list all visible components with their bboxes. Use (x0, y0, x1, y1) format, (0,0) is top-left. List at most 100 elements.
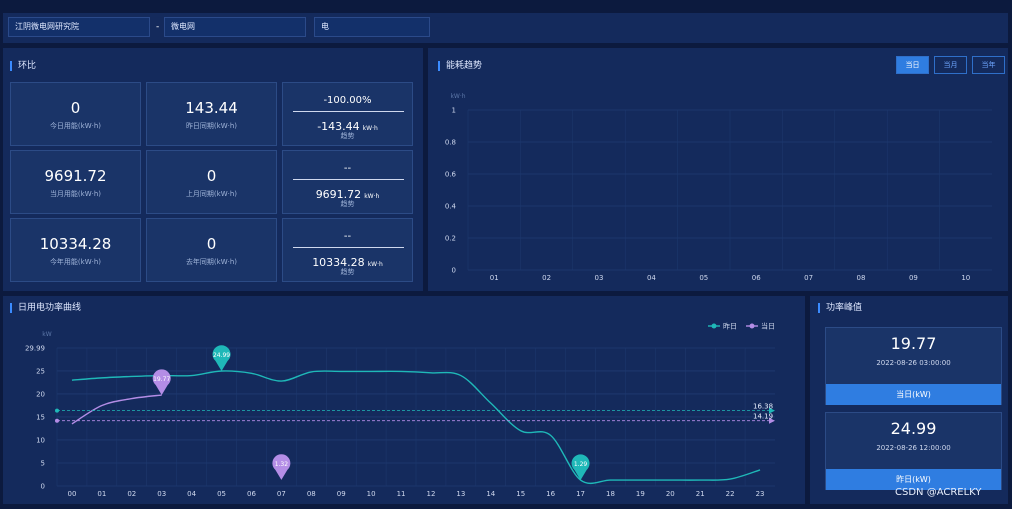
marker-label: 1.29 (574, 461, 588, 468)
x-tick-label: 10 (367, 490, 376, 498)
watermark: CSDN @ACRELKY (895, 487, 982, 498)
divider (293, 179, 404, 180)
peak-card: 19.77 2022-08-26 03:00:00 当日(kW) (825, 327, 1002, 405)
x-tick-label: 22 (726, 490, 735, 498)
stat-value: 143.44 (185, 99, 238, 117)
x-tick-label: 07 (277, 490, 286, 498)
x-tick-label: 19 (636, 490, 645, 498)
y-axis-label: kW (42, 331, 51, 338)
x-tick-label: 00 (67, 490, 76, 498)
stat-value: 10334.28 (39, 235, 112, 253)
x-tick-label: 16 (546, 490, 555, 498)
x-tick-label: 15 (516, 490, 525, 498)
stat-value: 0 (206, 235, 217, 253)
peak-label: 昨日(kW) (826, 469, 1001, 490)
stat-card: 0 上月同期(kW·h) (146, 150, 277, 214)
average-start (55, 418, 59, 423)
stat-label: 今年用能(kW·h) (49, 258, 102, 266)
y-tick-label: 0 (452, 267, 456, 275)
diff-row: -143.44 kW·h (283, 115, 412, 134)
peak-label: 当日(kW) (826, 384, 1001, 405)
stat-value: 0 (70, 99, 81, 117)
stat-label: 趋势 (340, 268, 355, 276)
peak-time: 2022-08-26 12:00:00 (876, 444, 951, 452)
x-tick-label: 11 (397, 490, 406, 498)
x-tick-label: 04 (647, 274, 656, 282)
range-button[interactable]: 当月 (934, 56, 967, 74)
average-start (55, 408, 59, 413)
x-tick-label: 14 (486, 490, 495, 498)
marker-pin (152, 369, 171, 396)
y-tick-label: 5 (41, 459, 45, 467)
x-tick-label: 02 (542, 274, 551, 282)
diff-row: 9691.72 kW·h (283, 183, 412, 202)
diff: -143.44 (317, 120, 360, 133)
stat-label: 趋势 (340, 200, 355, 208)
x-tick-label: 10 (961, 274, 970, 282)
diff-row: 10334.28 kW·h (283, 251, 412, 270)
panel-title: 功率峰值 (818, 303, 862, 313)
x-tick-label: 03 (157, 490, 166, 498)
x-tick-label: 05 (217, 490, 226, 498)
x-tick-label: 09 (337, 490, 346, 498)
dropdown[interactable]: 江阴微电网研究院 (8, 17, 150, 37)
average-arrow (769, 417, 775, 424)
x-tick-label: 17 (576, 490, 585, 498)
stat-label: 去年同期(kW·h) (185, 258, 238, 266)
x-tick-label: 02 (127, 490, 136, 498)
x-tick-label: 23 (756, 490, 765, 498)
peak-time: 2022-08-26 03:00:00 (876, 359, 951, 367)
stat-label: 昨日同期(kW·h) (185, 122, 238, 130)
ratio: -100.00% (323, 95, 372, 106)
x-tick-label: 07 (804, 274, 813, 282)
dropdown[interactable]: 电 (314, 17, 430, 37)
y-tick-label: 0.6 (445, 171, 457, 179)
stat-card: 9691.72 当月用能(kW·h) (10, 150, 141, 214)
y-tick-label: 0.8 (445, 139, 456, 147)
marker-label: 24.99 (213, 352, 230, 359)
range-button[interactable]: 当日 (896, 56, 929, 74)
legend-swatch (749, 323, 755, 329)
x-tick-label: 08 (857, 274, 866, 282)
peak-card: 24.99 2022-08-26 12:00:00 昨日(kW) (825, 412, 1002, 490)
legend-swatch (711, 323, 717, 329)
average-arrow (769, 407, 775, 414)
stat-card: 0 去年同期(kW·h) (146, 218, 277, 282)
x-tick-label: 01 (490, 274, 499, 282)
x-tick-label: 13 (456, 490, 465, 498)
y-tick-label: 20 (36, 390, 45, 398)
stat-card: 10334.28 今年用能(kW·h) (10, 218, 141, 282)
stat-card: -100.00% -143.44 kW·h 趋势 (282, 82, 413, 146)
y-tick-label: 25 (36, 367, 45, 375)
line-series (71, 370, 761, 485)
marker-label: 1.32 (275, 461, 289, 468)
x-tick-label: 01 (97, 490, 106, 498)
x-tick-label: 18 (606, 490, 615, 498)
separator: - (156, 22, 160, 32)
panel-title: 能耗趋势 (438, 61, 482, 71)
dropdown[interactable]: 微电网 (164, 17, 306, 37)
y-tick-label: 15 (36, 413, 45, 421)
x-tick-label: 04 (187, 490, 196, 498)
y-tick-label: 1 (452, 107, 456, 115)
average-label: 14.19 (753, 413, 773, 421)
stat-value: 9691.72 (44, 167, 107, 185)
x-tick-label: 06 (247, 490, 256, 498)
y-axis-label: kW·h (450, 93, 465, 100)
unit: kW·h (362, 125, 378, 132)
peak-value: 19.77 (890, 334, 937, 353)
stat-label: 上月同期(kW·h) (185, 190, 238, 198)
range-button[interactable]: 当年 (972, 56, 1005, 74)
x-tick-label: 06 (752, 274, 761, 282)
x-tick-label: 08 (307, 490, 316, 498)
x-tick-label: 05 (699, 274, 708, 282)
divider (293, 247, 404, 248)
stat-label: 当月用能(kW·h) (49, 190, 102, 198)
peak-value: 24.99 (890, 419, 937, 438)
x-tick-label: 20 (666, 490, 675, 498)
x-tick-label: 09 (909, 274, 918, 282)
marker-label: 19.77 (153, 376, 170, 383)
stat-label: 今日用能(kW·h) (49, 122, 102, 130)
